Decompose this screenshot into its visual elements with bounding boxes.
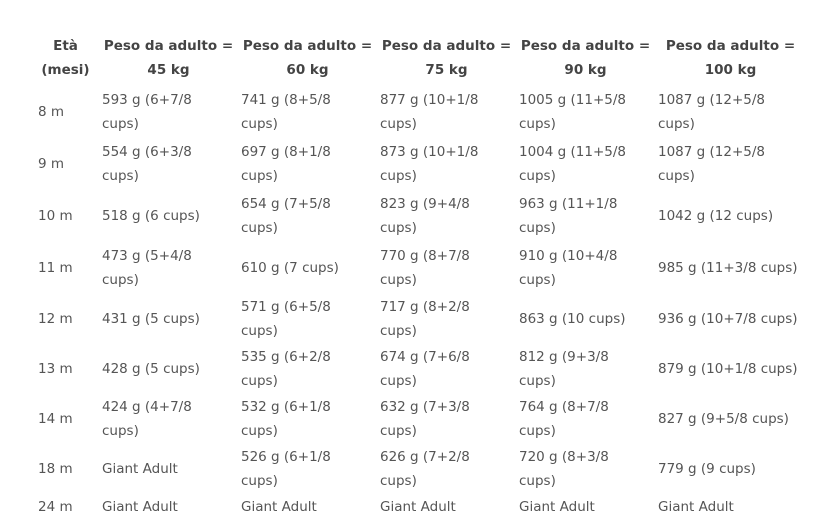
header-weight-90: Peso da adulto = 90 kg	[520, 38, 651, 78]
table-cell: 431 g (5 cups)	[102, 311, 200, 327]
table-row: 14 m 424 g (4+7/8 cups) 532 g (6+1/8 cup…	[32, 394, 806, 444]
table-row: 13 m 428 g (5 cups) 535 g (6+2/8 cups) 6…	[32, 344, 806, 394]
table-row: 12 m 431 g (5 cups) 571 g (6+5/8 cups) 7…	[32, 294, 806, 344]
table-cell: 697 g (8+1/8 cups)	[241, 144, 331, 184]
table-row: 11 m 473 g (5+4/8 cups) 610 g (7 cups) 7…	[32, 242, 806, 294]
table-cell: 526 g (6+1/8 cups)	[241, 449, 331, 489]
header-weight-45: Peso da adulto = 45 kg	[103, 38, 234, 78]
table-cell: 554 g (6+3/8 cups)	[102, 144, 192, 184]
table-cell: Giant Adult	[241, 499, 317, 515]
table-cell: 720 g (8+3/8 cups)	[519, 449, 609, 489]
table-cell: Giant Adult	[658, 499, 734, 515]
age-cell: 9 m	[38, 156, 65, 172]
table-cell: Giant Adult	[380, 499, 456, 515]
header-weight-100: Peso da adulto = 100 kg	[665, 38, 796, 78]
table-row: 24 m Giant Adult Giant Adult Giant Adult…	[32, 494, 806, 520]
table-cell: 1042 g (12 cups)	[658, 208, 774, 224]
table-cell: 1087 g (12+5/8 cups)	[658, 92, 765, 132]
table-cell: 963 g (11+1/8 cups)	[519, 196, 618, 236]
age-cell: 10 m	[38, 208, 73, 224]
table-cell: 654 g (7+5/8 cups)	[241, 196, 331, 236]
table-cell: 626 g (7+2/8 cups)	[380, 449, 470, 489]
age-cell: 13 m	[38, 361, 73, 377]
table-row: 10 m 518 g (6 cups) 654 g (7+5/8 cups) 8…	[32, 190, 806, 242]
table-cell: 873 g (10+1/8 cups)	[380, 144, 479, 184]
age-cell: 14 m	[38, 411, 73, 427]
table-cell: 877 g (10+1/8 cups)	[380, 92, 479, 132]
age-cell: 8 m	[38, 104, 65, 120]
table-cell: 424 g (4+7/8 cups)	[102, 399, 192, 439]
table-cell: 593 g (6+7/8 cups)	[102, 92, 192, 132]
table-cell: 910 g (10+4/8 cups)	[519, 248, 618, 288]
table-cell: Giant Adult	[519, 499, 595, 515]
table-cell: 812 g (9+3/8 cups)	[519, 349, 609, 389]
age-cell: 11 m	[38, 260, 73, 276]
table-cell: 936 g (10+7/8 cups)	[658, 311, 798, 327]
feeding-table: Età (mesi) Peso da adulto = 45 kg Peso d…	[32, 34, 806, 520]
header-weight-60: Peso da adulto = 60 kg	[242, 38, 373, 78]
table-cell: 571 g (6+5/8 cups)	[241, 299, 331, 339]
header-age: Età (mesi)	[41, 38, 90, 78]
table-cell: 879 g (10+1/8 cups)	[658, 361, 798, 377]
table-cell: 863 g (10 cups)	[519, 311, 626, 327]
table-cell: 770 g (8+7/8 cups)	[380, 248, 470, 288]
table-cell: 532 g (6+1/8 cups)	[241, 399, 331, 439]
age-cell: 24 m	[38, 499, 73, 515]
table-cell: 741 g (8+5/8 cups)	[241, 92, 331, 132]
table-cell: 610 g (7 cups)	[241, 260, 339, 276]
table-cell: 518 g (6 cups)	[102, 208, 200, 224]
header-weight-75: Peso da adulto = 75 kg	[381, 38, 512, 78]
table-cell: 632 g (7+3/8 cups)	[380, 399, 470, 439]
table-cell: 428 g (5 cups)	[102, 361, 200, 377]
table-row: 9 m 554 g (6+3/8 cups) 697 g (8+1/8 cups…	[32, 138, 806, 190]
table-cell: 779 g (9 cups)	[658, 461, 756, 477]
table-cell: 985 g (11+3/8 cups)	[658, 260, 798, 276]
table-cell: 764 g (8+7/8 cups)	[519, 399, 609, 439]
table-cell: 823 g (9+4/8 cups)	[380, 196, 470, 236]
table-cell: Giant Adult	[102, 461, 178, 477]
header-row: Età (mesi) Peso da adulto = 45 kg Peso d…	[32, 34, 806, 86]
table-cell: 674 g (7+6/8 cups)	[380, 349, 470, 389]
table-cell: 717 g (8+2/8 cups)	[380, 299, 470, 339]
age-cell: 18 m	[38, 461, 73, 477]
table-cell: 535 g (6+2/8 cups)	[241, 349, 331, 389]
table-row: 8 m 593 g (6+7/8 cups) 741 g (8+5/8 cups…	[32, 86, 806, 138]
table-cell: 1004 g (11+5/8 cups)	[519, 144, 626, 184]
table-row: 18 m Giant Adult 526 g (6+1/8 cups) 626 …	[32, 444, 806, 494]
table-cell: 1005 g (11+5/8 cups)	[519, 92, 626, 132]
table-cell: 1087 g (12+5/8 cups)	[658, 144, 765, 184]
table-cell: 473 g (5+4/8 cups)	[102, 248, 192, 288]
table-cell: Giant Adult	[102, 499, 178, 515]
table-cell: 827 g (9+5/8 cups)	[658, 411, 789, 427]
age-cell: 12 m	[38, 311, 73, 327]
